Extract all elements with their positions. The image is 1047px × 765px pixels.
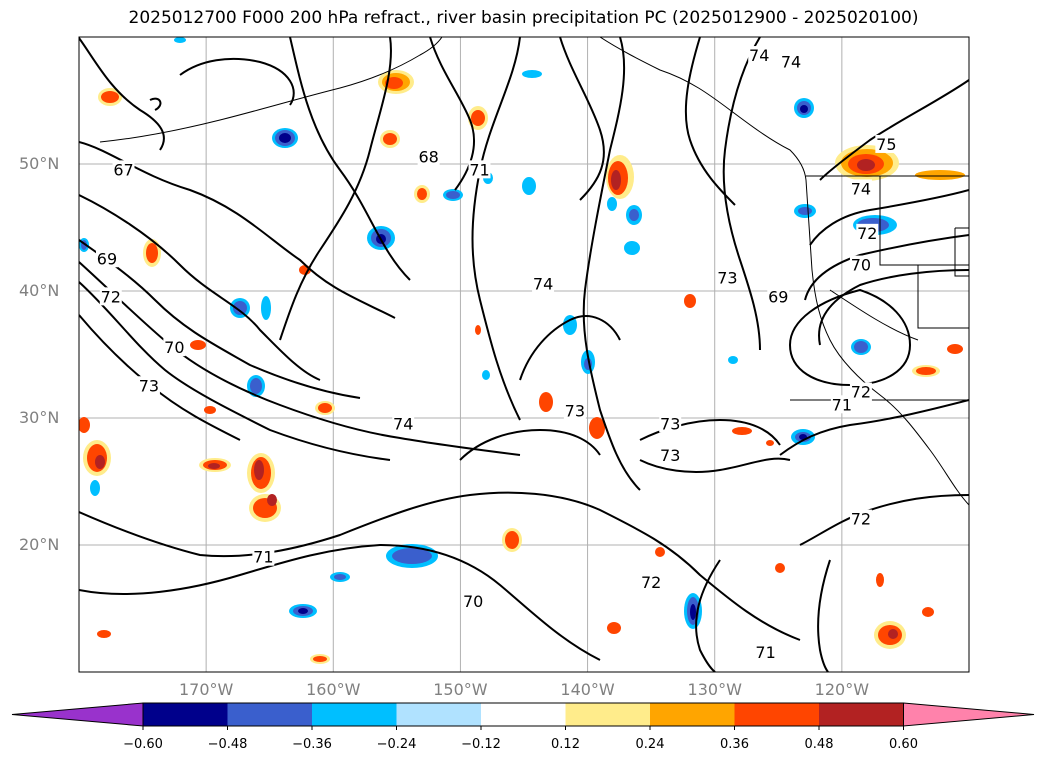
lon-tick-label: 160°W <box>306 680 361 699</box>
contour-label-bg <box>780 52 802 71</box>
lat-tick-label: 20°N <box>19 535 60 554</box>
contour-label-bg <box>716 268 739 287</box>
contour-label: 74 <box>851 179 871 198</box>
contour-label: 71 <box>832 395 852 414</box>
colorbar-segment <box>396 703 482 726</box>
contour-label: 72 <box>101 287 121 306</box>
colorbar <box>11 702 1035 730</box>
contour-label: 72 <box>851 510 871 529</box>
lon-tick-label: 170°W <box>178 680 234 699</box>
colorbar-segment <box>650 703 735 726</box>
colorbar-right-extend <box>903 702 1035 727</box>
colorbar-tick-label: 0.12 <box>551 737 580 752</box>
contour-label: 71 <box>253 548 273 567</box>
colorbar-segment <box>227 703 313 726</box>
colorbar-left-extend <box>11 702 144 727</box>
colorbar-tick-label: 0.24 <box>635 737 665 752</box>
contour-label: 70 <box>164 338 184 357</box>
colorbar-tick-label: 0.48 <box>804 737 834 752</box>
map-panel <box>79 37 969 672</box>
contour-label-bg <box>112 160 135 179</box>
contour-label: 75 <box>876 135 896 154</box>
contour-label-bg <box>95 249 118 268</box>
colorbar-tick-label: −0.48 <box>207 737 248 752</box>
colorbar-segment <box>819 703 904 726</box>
contour-label-bg <box>849 255 872 274</box>
contour-label-bg <box>252 547 275 566</box>
contour-label: 70 <box>463 592 483 611</box>
contour-label-bg <box>875 134 898 153</box>
contour-label: 72 <box>851 383 871 402</box>
contour-label-bg <box>99 287 122 306</box>
map-title: 2025012700 F000 200 hPa refract., river … <box>128 8 919 28</box>
colorbar-tick-label: −0.36 <box>292 737 332 752</box>
lon-tick-label: 140°W <box>560 680 615 699</box>
colorbar-tick-label: −0.12 <box>461 737 501 752</box>
lat-tick-label: 50°N <box>19 154 60 173</box>
contour-label: 74 <box>393 414 413 433</box>
colorbar-tick-label: 0.60 <box>889 737 918 752</box>
contour-label: 72 <box>857 224 877 243</box>
colorbar-segment <box>565 703 651 726</box>
contour-label: 71 <box>755 643 775 662</box>
contour-label-bg <box>767 287 790 306</box>
contour-label: 74 <box>781 52 801 71</box>
contour-label: 70 <box>851 256 871 275</box>
contour-label: 74 <box>533 275 553 294</box>
contour-label-bg <box>830 395 853 414</box>
lon-tick-label: 130°W <box>687 680 742 699</box>
contour-label-bg <box>659 446 682 465</box>
contour-label: 69 <box>97 249 117 268</box>
contour-label-bg <box>659 414 682 433</box>
contour-label: 67 <box>113 160 133 179</box>
colorbar-segment <box>143 703 228 726</box>
colorbar-tick-label: 0.36 <box>720 737 749 752</box>
contour-label: 69 <box>768 287 788 306</box>
contour-label: 73 <box>660 446 680 465</box>
contour-label-bg <box>856 223 879 242</box>
colorbar-tick-label: −0.24 <box>376 737 417 752</box>
lon-tick-label: 120°W <box>814 680 870 699</box>
contour-label-bg <box>748 46 771 65</box>
contour-label-bg <box>532 274 555 293</box>
contour-label: 73 <box>139 376 159 395</box>
contour-label-bg <box>849 382 872 401</box>
contour-label: 68 <box>418 148 438 167</box>
contour-label-bg <box>462 592 485 611</box>
colorbar-segment <box>734 703 820 726</box>
coastlines <box>99 37 969 506</box>
contour-label-bg <box>849 179 872 198</box>
contour-label-bg <box>392 414 415 433</box>
map-frame <box>78 36 970 673</box>
contour-label-bg <box>563 401 586 420</box>
contour-label: 73 <box>565 402 585 421</box>
colorbar-segment <box>481 703 566 726</box>
contour-label-bg <box>640 573 663 592</box>
contour-label-bg <box>163 338 186 357</box>
refractivity-contours <box>79 37 969 672</box>
lon-tick-label: 150°W <box>433 680 488 699</box>
lat-tick-label: 30°N <box>19 408 60 427</box>
contour-label-bg <box>137 376 160 395</box>
contour-label: 74 <box>749 46 769 65</box>
contour-label: 72 <box>641 573 661 592</box>
colorbar-tick-label: −0.60 <box>123 737 163 752</box>
gridlines <box>79 37 969 672</box>
contour-label: 73 <box>717 268 737 287</box>
contour-label-bg <box>849 509 872 528</box>
colorbar-segment <box>312 703 397 726</box>
contour-label-bg <box>468 160 491 179</box>
lat-tick-label: 40°N <box>19 281 60 300</box>
contour-label-bg <box>417 147 440 166</box>
contour-label: 71 <box>469 160 489 179</box>
colorbar-outline <box>142 702 904 727</box>
contour-label-bg <box>754 642 777 661</box>
contour-label: 73 <box>660 414 680 433</box>
